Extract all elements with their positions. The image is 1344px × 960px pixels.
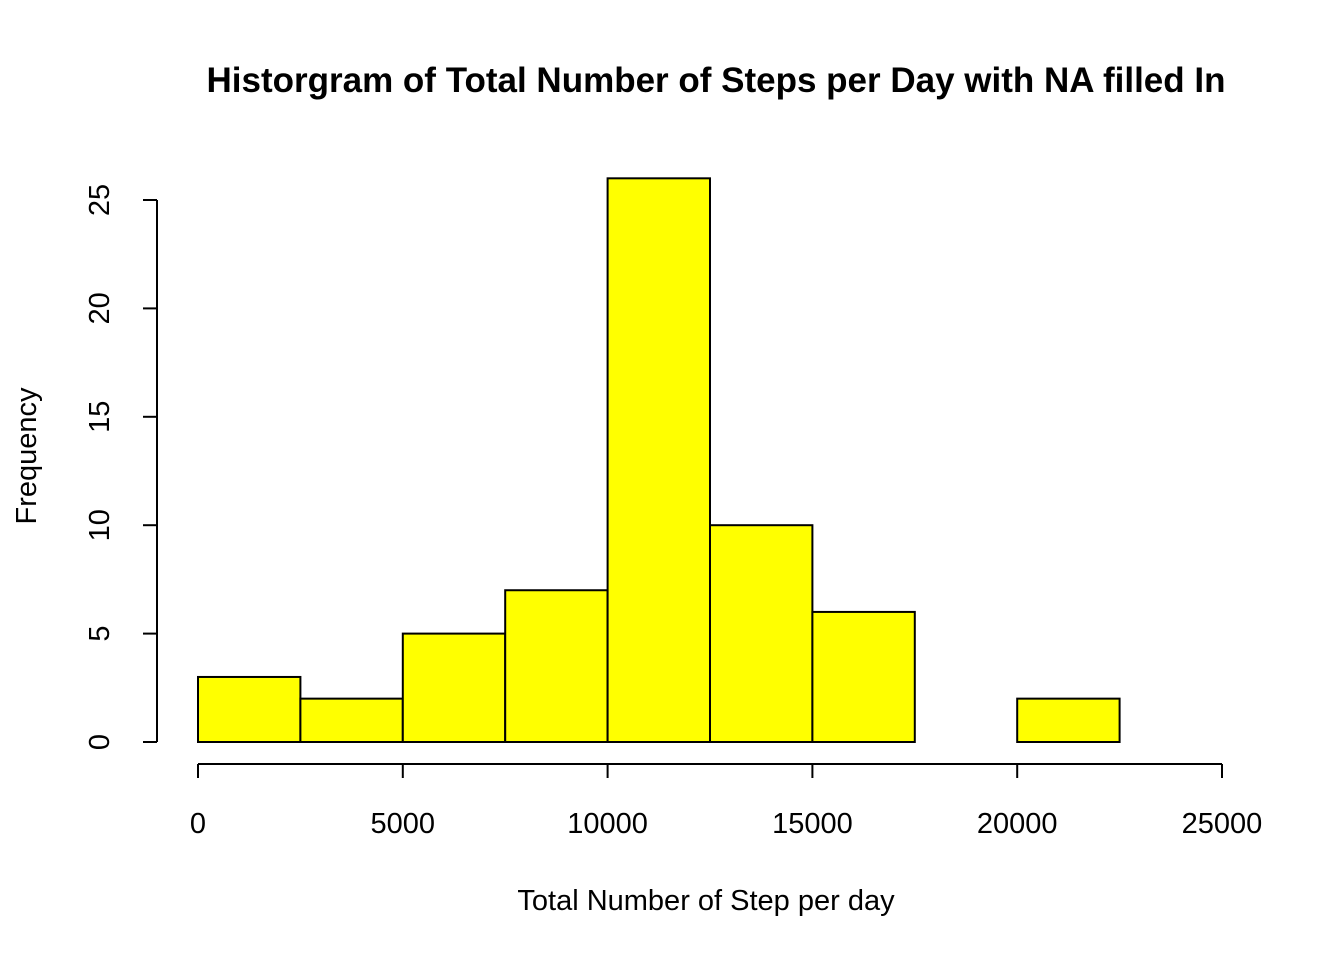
y-tick-label-1: 5	[84, 626, 116, 642]
x-tick-label-0: 0	[190, 808, 206, 840]
histogram-bar-5	[709, 524, 814, 744]
y-tick-label-2: 10	[84, 509, 116, 541]
histogram-bar-4	[606, 177, 711, 743]
x-tick-label-5: 25000	[1182, 808, 1263, 840]
histogram-bar-2	[401, 632, 507, 743]
x-axis: 0 5000 10000 15000 20000 25000	[190, 763, 1263, 840]
histogram-bar-1	[299, 697, 404, 744]
histogram-bar-0	[197, 675, 302, 744]
x-tick-label-2: 10000	[567, 808, 648, 840]
y-tick-label-5: 25	[84, 184, 116, 216]
histogram-bar-8	[1016, 697, 1121, 744]
bars-group	[197, 177, 1121, 744]
chart-title: Historgram of Total Number of Steps per …	[207, 61, 1226, 100]
histogram-bar-6	[811, 610, 916, 743]
x-tick-label-1: 5000	[371, 808, 436, 840]
y-axis: 0 5 10 15 20 25	[84, 184, 158, 750]
y-tick-label-3: 15	[84, 401, 116, 433]
x-axis-label: Total Number of Step per day	[517, 885, 895, 917]
x-tick-label-3: 15000	[772, 808, 853, 840]
histogram-bar-3	[504, 589, 609, 743]
x-tick-label-4: 20000	[977, 808, 1058, 840]
y-axis-label: Frequency	[11, 387, 43, 525]
y-tick-label-0: 0	[84, 734, 116, 750]
y-tick-label-4: 20	[84, 292, 116, 324]
